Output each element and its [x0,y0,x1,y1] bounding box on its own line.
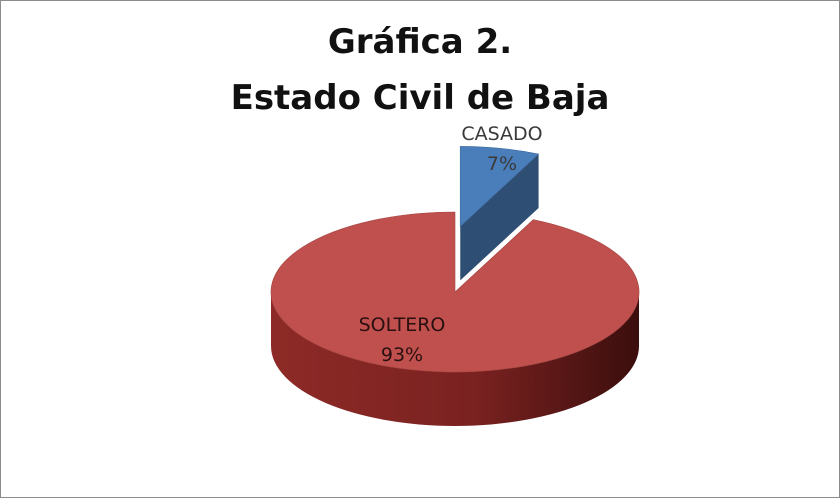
pie-slice-side-soltero [271,292,639,426]
pie-slice-soltero [270,211,640,373]
pie-slices-group [270,146,640,426]
pie-slice-edge-casado [460,154,539,281]
slice-percent-soltero: 93% [381,344,423,366]
chart-title-line-2: Estado Civil de Baja [230,78,610,118]
slice-percent-casado: 7% [487,153,517,175]
chart-title-line-1: Gráfica 2. [327,22,513,62]
pie-labels-group: CASADO 7% SOLTERO 93% [359,123,543,366]
pie-slice-casado [459,146,540,228]
slice-label-soltero: SOLTERO [359,314,446,336]
slice-label-casado: CASADO [461,123,542,145]
